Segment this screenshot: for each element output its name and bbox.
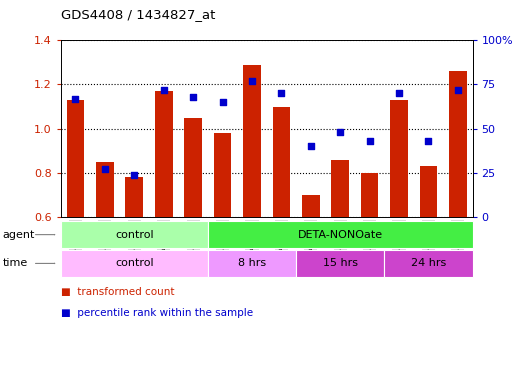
Text: control: control (115, 258, 154, 268)
Bar (449, 71, 467, 217)
Text: 24 hrs: 24 hrs (411, 258, 446, 268)
Bar (332, 160, 349, 217)
Text: ■  percentile rank within the sample: ■ percentile rank within the sample (61, 308, 253, 318)
Text: 15 hrs: 15 hrs (323, 258, 357, 268)
Point (248, 78, 256, 84)
Text: agent: agent (3, 230, 35, 240)
Point (130, 172, 138, 178)
Point (71, 96, 80, 102)
Bar (272, 106, 290, 217)
Bar (214, 133, 231, 217)
Text: time: time (3, 258, 28, 268)
Bar (302, 195, 319, 217)
Point (189, 94, 197, 100)
Point (218, 99, 227, 105)
Text: ■  transformed count: ■ transformed count (61, 287, 174, 297)
Bar (420, 166, 437, 217)
Text: 8 hrs: 8 hrs (238, 258, 266, 268)
Point (365, 138, 374, 144)
Point (277, 90, 286, 96)
Point (159, 87, 168, 93)
Point (307, 143, 315, 149)
Point (424, 138, 432, 144)
Point (101, 166, 109, 172)
Bar (184, 118, 202, 217)
Bar (243, 65, 261, 217)
Bar (96, 162, 114, 217)
Bar (390, 100, 408, 217)
Point (454, 87, 462, 93)
Bar (361, 173, 379, 217)
Bar (155, 91, 173, 217)
Point (395, 90, 403, 96)
Text: control: control (115, 230, 154, 240)
Bar (67, 100, 84, 217)
Point (336, 129, 344, 135)
Bar (126, 177, 143, 217)
Text: DETA-NONOate: DETA-NONOate (298, 230, 383, 240)
Text: GDS4408 / 1434827_at: GDS4408 / 1434827_at (61, 8, 215, 21)
